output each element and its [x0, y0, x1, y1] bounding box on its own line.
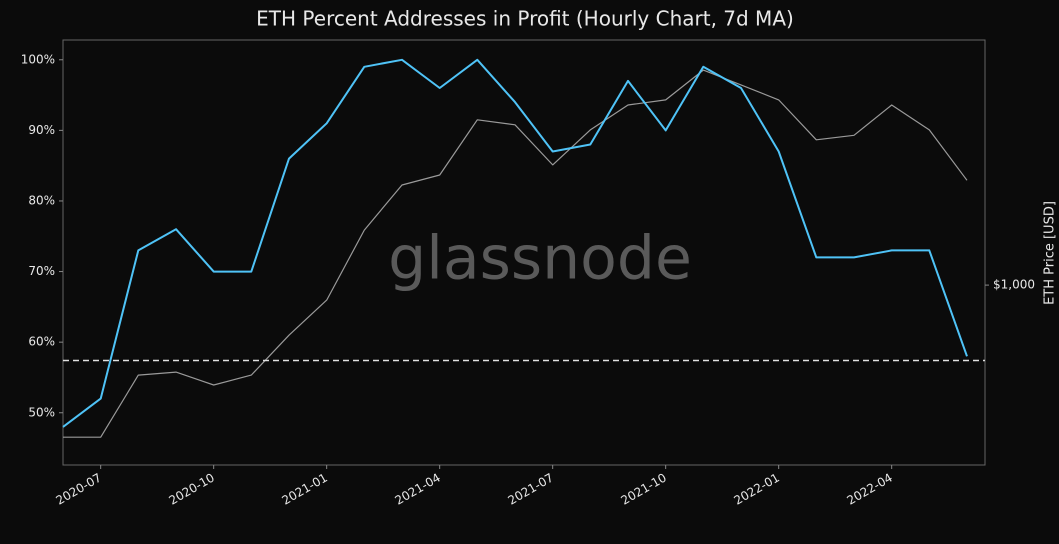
y-tick-label: 70% [28, 264, 55, 278]
plot-frame [62, 39, 986, 466]
series-line [62, 58, 968, 428]
y2-axis-label: ETH Price [USD] [1043, 201, 1058, 305]
y-tick-label: 50% [28, 405, 55, 419]
y2-tick-label: $1,000 [993, 278, 1035, 292]
chart-title: ETH Percent Addresses in Profit (Hourly … [256, 7, 794, 31]
y-tick-label: 80% [28, 193, 55, 207]
y-tick-label: 60% [28, 335, 55, 349]
watermark: glassnode [388, 224, 692, 294]
y-tick-label: 90% [28, 123, 55, 137]
y-tick-label: 100% [21, 52, 55, 66]
series-line [63, 69, 968, 438]
